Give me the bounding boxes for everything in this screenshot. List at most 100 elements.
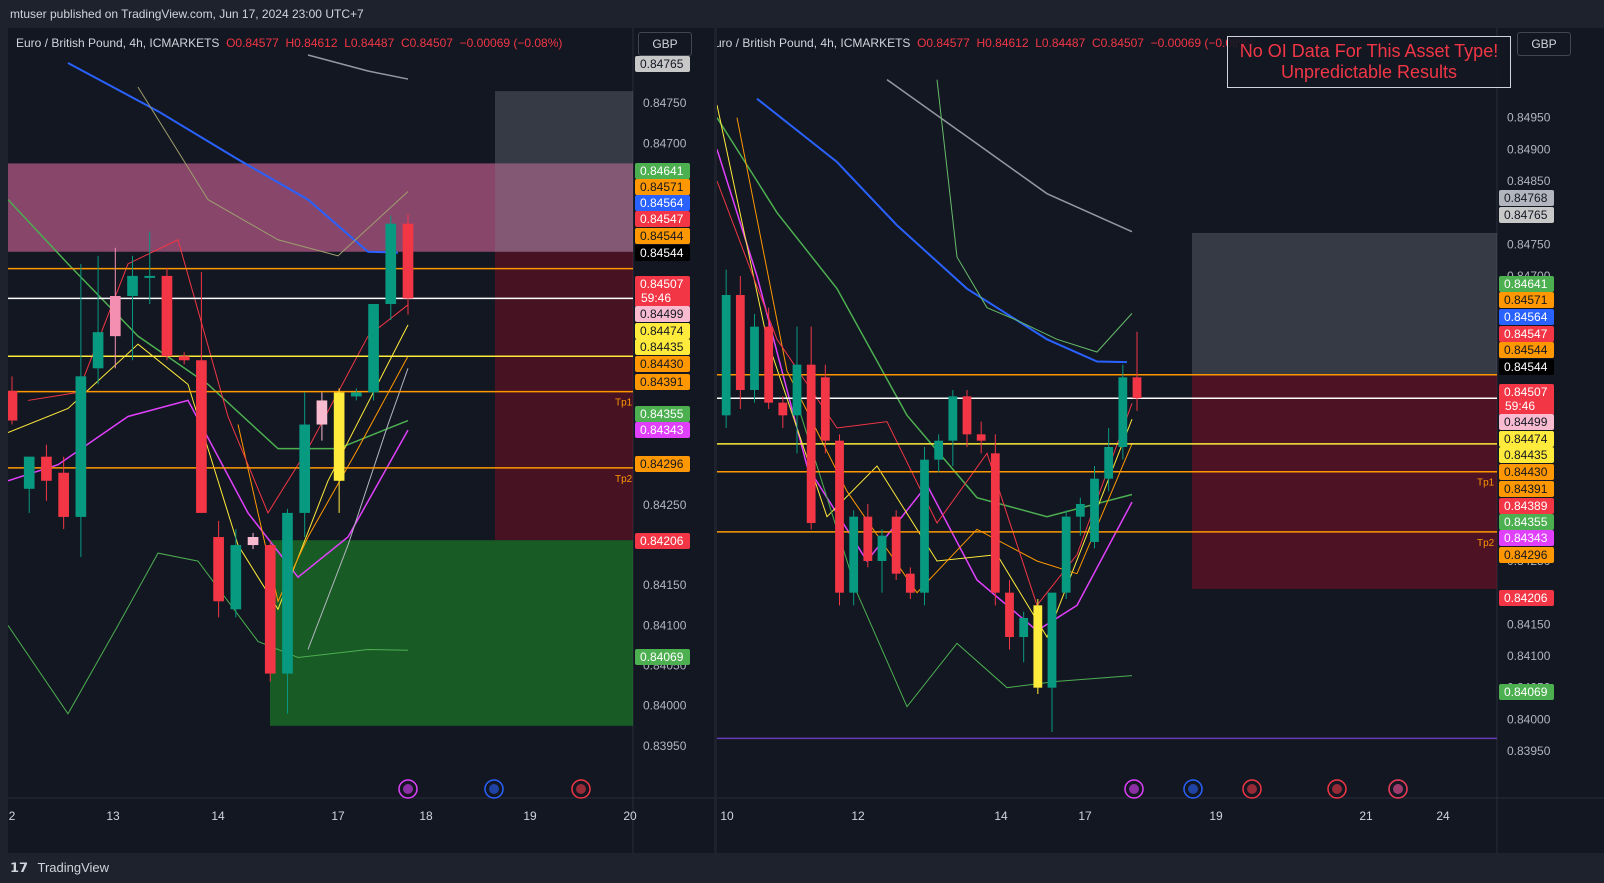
left-currency-button[interactable]: GBP	[638, 32, 692, 56]
right-price-label-bg	[1499, 359, 1554, 375]
left-countdown-bg	[635, 290, 690, 306]
right-candle-body	[750, 326, 759, 390]
right-x-tick-label: 12	[851, 809, 865, 823]
left-legend-open: O0.84577	[226, 36, 279, 50]
right-price-label: 0.84544	[1504, 343, 1548, 357]
left-lightning-icon-fill	[403, 784, 413, 794]
left-zone	[495, 91, 633, 252]
right-candle-body	[962, 396, 972, 435]
left-legend-change: −0.00069 (−0.08%)	[459, 36, 563, 50]
right-price-label-bg	[1499, 292, 1554, 308]
left-candle-body	[127, 275, 138, 296]
right-candle-body	[1047, 592, 1057, 688]
right-y-tick-label: 0.84950	[1507, 111, 1551, 125]
publisher-bar: mtuser published on TradingView.com, Jun…	[0, 0, 1604, 28]
publisher-text: mtuser published on TradingView.com, Jun…	[10, 7, 364, 21]
left-candle-body	[75, 376, 87, 517]
right-price-label: 0.84499	[1504, 415, 1548, 429]
left-price-label: 0.84544	[640, 246, 684, 260]
left-candle-body	[368, 304, 379, 393]
right-x-tick-label: 24	[1436, 809, 1450, 823]
left-legend-high: H0.84612	[285, 36, 338, 50]
right-price-label: 0.84391	[1504, 482, 1548, 496]
left-chart-canvas[interactable]: 0.839500.840000.840500.841000.841500.842…	[8, 28, 714, 853]
right-x-tick-label: 10	[720, 809, 734, 823]
left-candle-body	[316, 400, 328, 425]
right-price-label: 0.84296	[1504, 548, 1548, 562]
right-zone	[1192, 374, 1497, 589]
right-candle-body	[735, 295, 745, 390]
right-candle-body	[721, 295, 731, 416]
left-x-tick-label: 2	[9, 809, 16, 823]
left-y-tick-label: 0.84000	[643, 699, 687, 713]
right-y-tick-label: 0.84000	[1507, 712, 1551, 726]
left-price-label-bg	[635, 56, 690, 72]
left-price-label: 0.84430	[640, 357, 684, 371]
right-price-label: 0.84768	[1504, 191, 1548, 205]
left-chart-pane[interactable]: 0.83950 0.84000 0.84050 0.84100 0.84150 0.842…	[8, 28, 714, 853]
left-legend-close: C0.84507	[400, 36, 453, 50]
right-price-label: 0.84507	[1504, 385, 1548, 399]
right-chart-pane[interactable]: 0.839500.840000.840500.841000.841500.842…	[717, 28, 1604, 853]
left-price-label: 0.84641	[640, 164, 684, 178]
left-candle-body	[23, 456, 35, 489]
right-price-label: 0.84343	[1504, 531, 1548, 545]
left-legend: Euro / British Pound, 4h, ICMARKETS O0.8…	[16, 36, 562, 50]
left-x-tick-label: 19	[523, 809, 537, 823]
left-candle-body	[213, 537, 224, 602]
left-tp1-label: Tp1	[615, 398, 633, 409]
right-lightning-icon-fill	[1129, 784, 1139, 794]
right-uk-flag-icon	[1242, 779, 1262, 799]
left-price-label-bg	[635, 228, 690, 244]
left-price-label: 0.84296	[640, 457, 684, 471]
right-candle-body	[1090, 478, 1099, 542]
right-candle-body	[806, 364, 816, 523]
left-candle-body	[299, 424, 311, 513]
right-price-label-bg	[1499, 481, 1554, 497]
right-candle-body	[1005, 592, 1014, 637]
right-price-label-bg	[1499, 190, 1554, 206]
right-candle-body	[835, 440, 844, 593]
right-candle-body	[976, 434, 986, 441]
right-x-tick-label: 21	[1359, 809, 1373, 823]
right-y-tick-label: 0.84850	[1507, 174, 1551, 188]
left-candle-body	[282, 512, 293, 674]
right-price-label-bg	[1499, 431, 1554, 447]
left-price-label-bg	[635, 276, 690, 292]
right-price-label: 0.84069	[1504, 685, 1548, 699]
right-uk-flag-icon	[1327, 779, 1347, 799]
right-ma-line	[717, 117, 1133, 518]
right-price-label-bg	[1499, 384, 1554, 400]
right-y-tick-label: 0.84750	[1507, 237, 1551, 251]
right-candle-body	[1132, 377, 1142, 399]
left-price-label-bg	[635, 323, 690, 339]
left-price-label: 0.84507	[640, 277, 684, 291]
right-price-label-bg	[1499, 326, 1554, 342]
left-tp2-label: Tp2	[615, 474, 633, 485]
left-ma-line	[307, 368, 409, 650]
left-candle-body	[351, 392, 362, 397]
right-zone	[1192, 232, 1497, 375]
left-candle-body	[41, 456, 52, 481]
right-price-label: 0.84430	[1504, 465, 1548, 479]
left-ma-line	[67, 62, 399, 254]
right-price-label: 0.84547	[1504, 327, 1548, 341]
left-y-tick-label: 0.84100	[643, 618, 687, 632]
left-ma-line	[137, 86, 409, 257]
left-ma-line	[237, 356, 409, 603]
right-lightning-icon	[1124, 779, 1144, 799]
right-currency-button[interactable]: GBP	[1517, 32, 1571, 56]
right-legend-low: L0.84487	[1035, 36, 1086, 50]
right-ma-line	[756, 97, 1128, 364]
left-candle-body	[92, 332, 104, 369]
right-candle-body	[891, 516, 901, 574]
left-price-label: 0.84499	[640, 307, 684, 321]
left-price-label-bg	[635, 533, 690, 549]
left-x-tick-label: 13	[106, 809, 120, 823]
right-candle-body	[1104, 447, 1114, 479]
left-price-label: 0.84355	[640, 407, 684, 421]
left-candle-body	[196, 360, 207, 513]
right-chart-canvas[interactable]: 0.839500.840000.840500.841000.841500.842…	[717, 28, 1604, 853]
right-candle-body	[990, 453, 1000, 593]
left-candle-body	[247, 537, 259, 546]
